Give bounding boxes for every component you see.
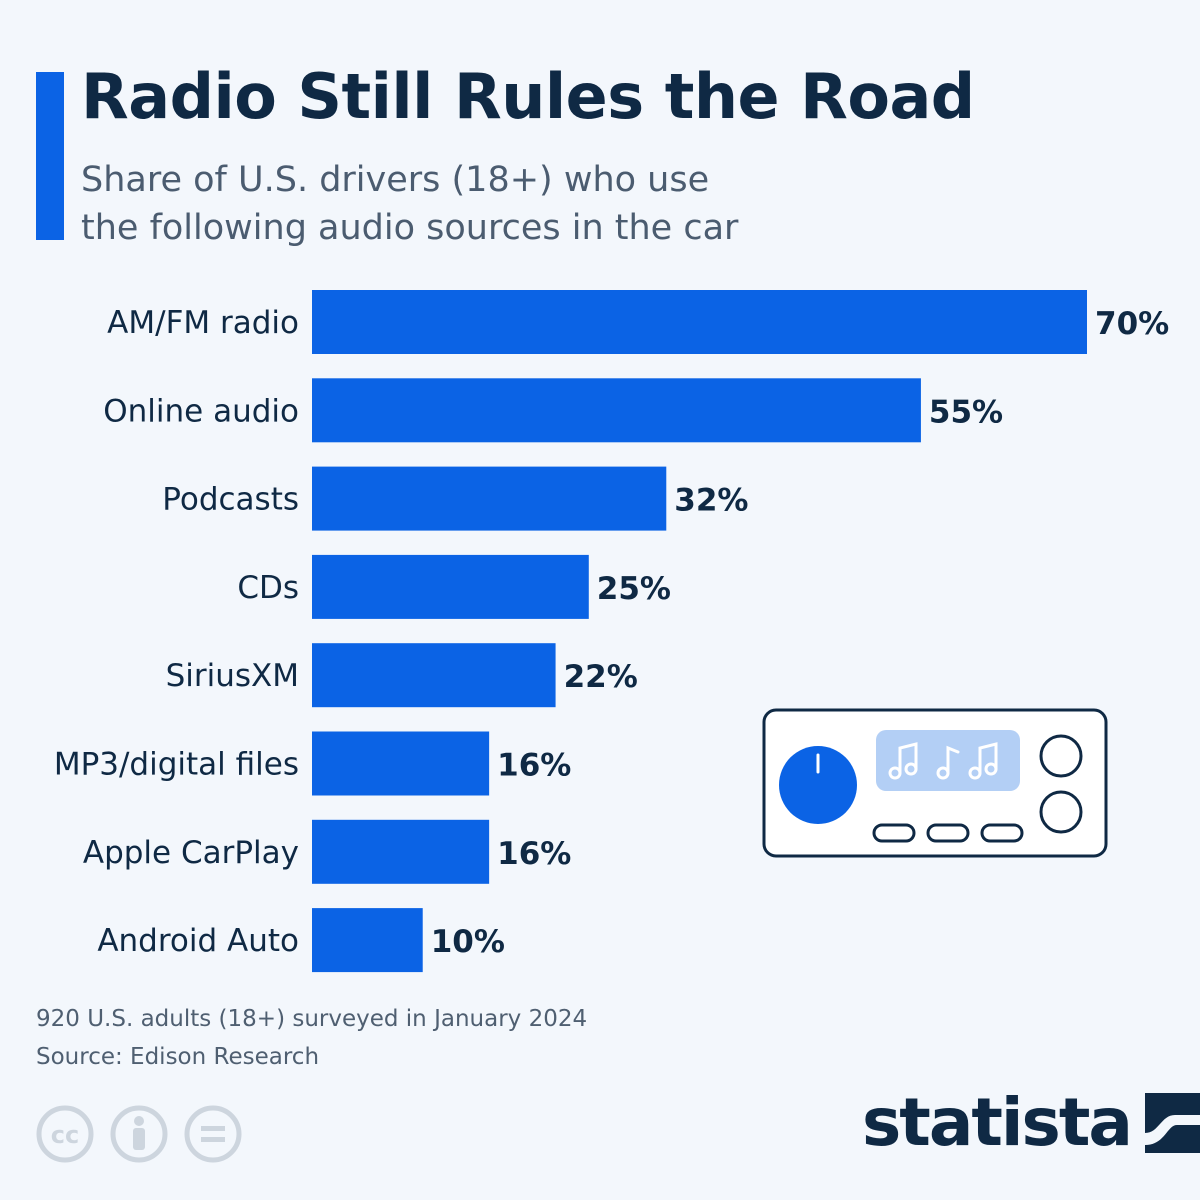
- car-radio-illustration: [762, 708, 1108, 858]
- value-label: 55%: [929, 394, 1003, 430]
- category-label: CDs: [237, 570, 299, 606]
- subtitle-line-2: the following audio sources in the car: [81, 208, 739, 248]
- statista-mark-icon: [1144, 1093, 1200, 1153]
- bar: [312, 290, 1087, 354]
- chart-subtitle: Share of U.S. drivers (18+) who use the …: [81, 156, 841, 252]
- statista-logo[interactable]: statista: [862, 1090, 1200, 1156]
- category-label: Online audio: [103, 393, 299, 429]
- category-label: Android Auto: [97, 923, 299, 959]
- source-note: Source: Edison Research: [36, 1044, 320, 1070]
- attribution-icon: [110, 1105, 168, 1163]
- category-label: Podcasts: [162, 482, 299, 518]
- bar: [312, 378, 921, 443]
- title-accent-bar: [36, 72, 64, 240]
- value-label: 10%: [431, 924, 505, 960]
- preset-button-icon: [872, 823, 916, 843]
- round-button-icon: [1039, 734, 1083, 778]
- bar: [312, 819, 490, 884]
- bar: [312, 466, 667, 531]
- bar: [312, 731, 490, 796]
- brand-wordmark: statista: [862, 1084, 1133, 1161]
- preset-button-icon: [926, 823, 970, 843]
- music-notes-icon: [876, 730, 1020, 791]
- preset-button-icon: [980, 823, 1024, 843]
- value-label: 22%: [564, 659, 638, 695]
- category-label: MP3/digital files: [54, 747, 299, 783]
- value-label: 16%: [497, 836, 571, 872]
- bar: [312, 908, 423, 973]
- cc-icon: cc: [36, 1105, 94, 1163]
- survey-note: 920 U.S. adults (18+) surveyed in Januar…: [36, 1006, 588, 1032]
- volume-knob-icon: [779, 746, 857, 824]
- license-icons: cc: [36, 1105, 242, 1163]
- no-derivatives-icon: [184, 1105, 242, 1163]
- bar: [312, 554, 589, 619]
- value-label: 16%: [497, 748, 571, 784]
- category-label: SiriusXM: [166, 658, 299, 694]
- subtitle-line-1: Share of U.S. drivers (18+) who use: [81, 160, 710, 200]
- svg-text:cc: cc: [51, 1121, 79, 1149]
- round-button-icon: [1039, 790, 1083, 834]
- footnote: 920 U.S. adults (18+) surveyed in Januar…: [36, 1000, 587, 1076]
- bar: [312, 643, 556, 708]
- category-label: AM/FM radio: [107, 305, 299, 341]
- value-label: 32%: [674, 483, 748, 519]
- chart-title: Radio Still Rules the Road: [81, 60, 975, 133]
- value-label: 25%: [597, 571, 671, 607]
- category-label: Apple CarPlay: [83, 835, 299, 871]
- value-label: 70%: [1095, 306, 1169, 342]
